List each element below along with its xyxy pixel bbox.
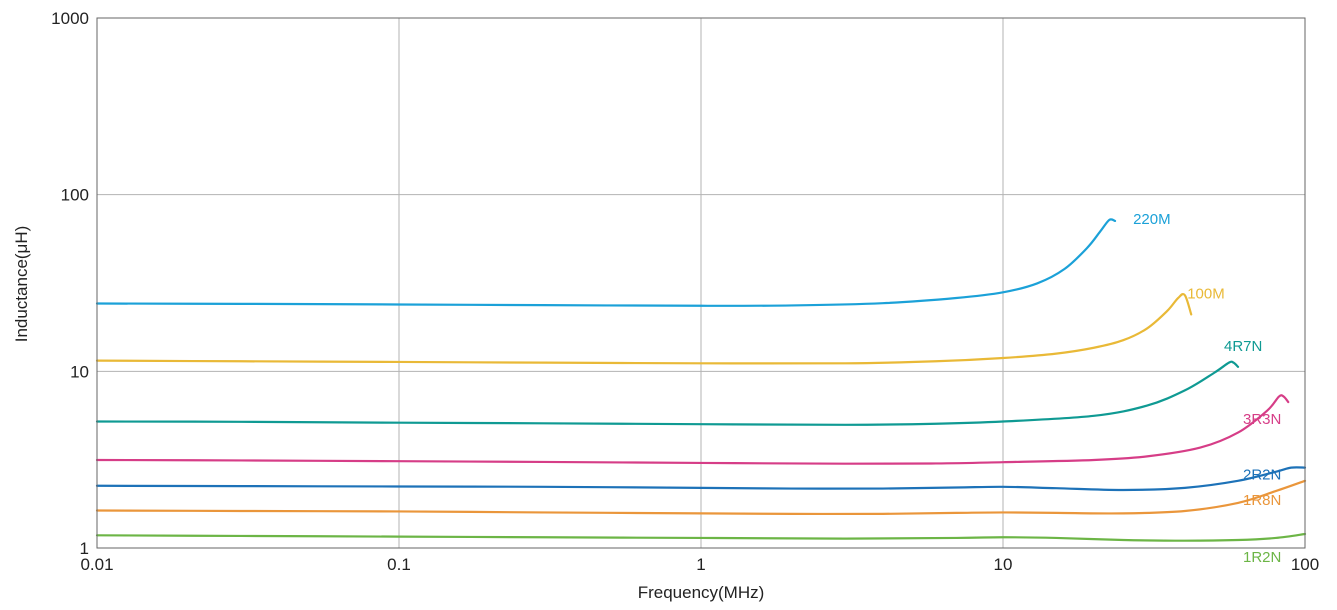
y-tick-label: 100 <box>61 186 89 205</box>
series-line-100m <box>95 292 1193 365</box>
series-label-1r8n: 1R8N <box>1243 492 1281 509</box>
plot-frame <box>96 17 1306 549</box>
y-tick-label: 10 <box>70 362 89 381</box>
series-labels: 220M 100M 4R7N 3R3N 2R2N 1R8N 1R2N <box>1133 211 1281 566</box>
series-line-1r8n <box>95 479 1307 516</box>
series-label-4r7n: 4R7N <box>1224 338 1262 355</box>
x-axis-label: Frequency(MHz) <box>638 583 765 602</box>
y-axis-label: Inductance(μH) <box>12 226 31 343</box>
series-label-220m: 220M <box>1133 211 1171 228</box>
series-line-220m <box>95 218 1117 307</box>
y-tick-label: 1000 <box>51 9 89 28</box>
x-tick-label: 0.01 <box>80 555 113 574</box>
x-tick-label: 100 <box>1291 555 1319 574</box>
series-line-2r2n <box>95 466 1307 492</box>
series-line-1r2n <box>95 532 1307 542</box>
series-label-1r2n: 1R2N <box>1243 549 1281 566</box>
x-tick-label: 10 <box>994 555 1013 574</box>
series-lines <box>95 218 1307 542</box>
x-tick-labels: 0.01 0.1 1 10 100 <box>80 555 1319 574</box>
series-label-2r2n: 2R2N <box>1243 467 1281 484</box>
x-tick-label: 0.1 <box>387 555 411 574</box>
y-tick-label: 1 <box>80 539 89 558</box>
series-label-3r3n: 3R3N <box>1243 411 1281 428</box>
x-tick-label: 1 <box>696 555 705 574</box>
y-tick-labels: 1 10 100 1000 <box>51 9 89 558</box>
series-line-4r7n <box>95 360 1240 426</box>
series-line-3r3n <box>95 394 1290 465</box>
series-label-100m: 100M <box>1187 285 1225 302</box>
grid <box>96 17 1306 549</box>
